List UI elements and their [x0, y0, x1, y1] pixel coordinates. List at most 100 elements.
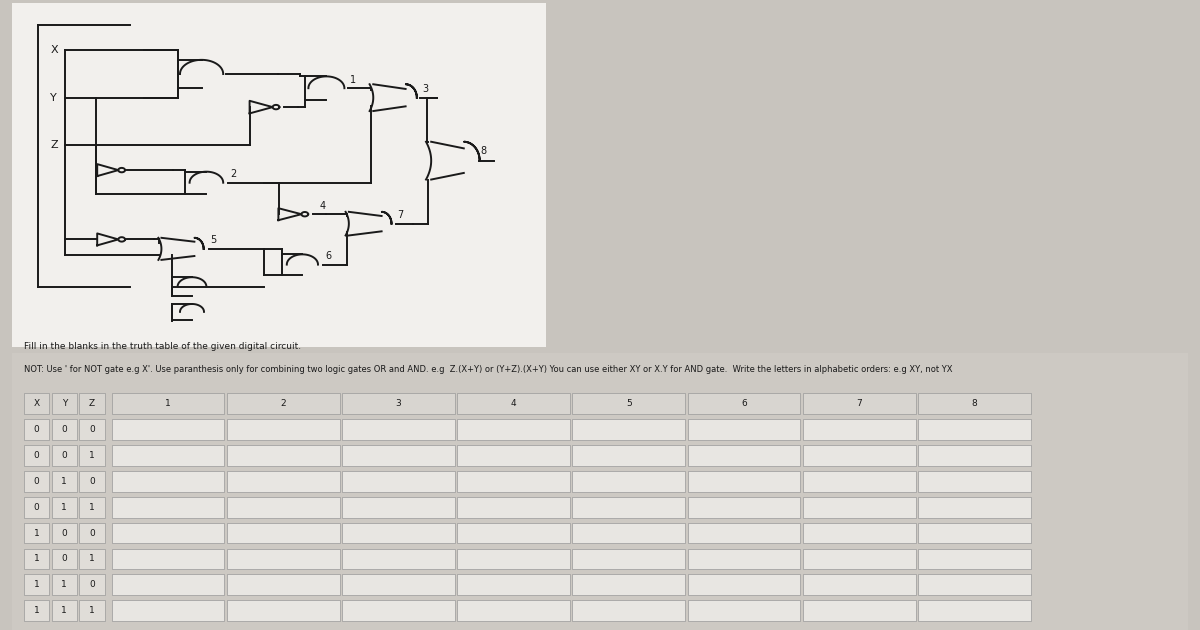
FancyBboxPatch shape	[79, 575, 104, 595]
FancyBboxPatch shape	[803, 471, 916, 491]
FancyBboxPatch shape	[918, 445, 1031, 466]
FancyBboxPatch shape	[803, 549, 916, 570]
Text: 0: 0	[34, 451, 40, 460]
Text: Y: Y	[50, 93, 58, 103]
FancyBboxPatch shape	[572, 523, 685, 544]
FancyBboxPatch shape	[79, 393, 104, 414]
Text: 1: 1	[89, 451, 95, 460]
Text: X: X	[34, 399, 40, 408]
FancyBboxPatch shape	[918, 600, 1031, 621]
FancyBboxPatch shape	[572, 549, 685, 570]
FancyBboxPatch shape	[24, 445, 49, 466]
FancyBboxPatch shape	[457, 523, 570, 544]
FancyBboxPatch shape	[227, 471, 340, 491]
Text: 4: 4	[511, 399, 516, 408]
Text: Fill in the blanks in the truth table of the given digital circuit.: Fill in the blanks in the truth table of…	[24, 343, 301, 352]
FancyBboxPatch shape	[52, 600, 77, 621]
FancyBboxPatch shape	[572, 393, 685, 414]
FancyBboxPatch shape	[52, 419, 77, 440]
Text: 6: 6	[325, 251, 331, 261]
Text: 2: 2	[281, 399, 286, 408]
FancyBboxPatch shape	[52, 549, 77, 570]
FancyBboxPatch shape	[112, 600, 224, 621]
FancyBboxPatch shape	[688, 393, 800, 414]
Text: 0: 0	[89, 425, 95, 434]
FancyBboxPatch shape	[803, 523, 916, 544]
Text: 1: 1	[61, 477, 67, 486]
Text: 0: 0	[34, 503, 40, 512]
Text: 1: 1	[61, 580, 67, 589]
FancyBboxPatch shape	[342, 600, 455, 621]
FancyBboxPatch shape	[457, 549, 570, 570]
FancyBboxPatch shape	[803, 600, 916, 621]
FancyBboxPatch shape	[79, 471, 104, 491]
FancyBboxPatch shape	[112, 471, 224, 491]
FancyBboxPatch shape	[918, 497, 1031, 517]
Text: 0: 0	[61, 529, 67, 537]
FancyBboxPatch shape	[457, 575, 570, 595]
FancyBboxPatch shape	[572, 471, 685, 491]
Text: 8: 8	[480, 146, 486, 156]
FancyBboxPatch shape	[52, 471, 77, 491]
Text: 8: 8	[972, 399, 977, 408]
FancyBboxPatch shape	[342, 471, 455, 491]
Text: 0: 0	[89, 580, 95, 589]
Text: 1: 1	[89, 503, 95, 512]
Text: 0: 0	[89, 477, 95, 486]
Text: 1: 1	[61, 503, 67, 512]
FancyBboxPatch shape	[572, 600, 685, 621]
Text: 7: 7	[857, 399, 862, 408]
FancyBboxPatch shape	[227, 600, 340, 621]
FancyBboxPatch shape	[803, 445, 916, 466]
FancyBboxPatch shape	[24, 419, 49, 440]
Text: 1: 1	[350, 76, 356, 86]
FancyBboxPatch shape	[918, 471, 1031, 491]
FancyBboxPatch shape	[24, 575, 49, 595]
Text: 5: 5	[626, 399, 631, 408]
FancyBboxPatch shape	[227, 419, 340, 440]
FancyBboxPatch shape	[24, 497, 49, 517]
Text: 1: 1	[34, 554, 40, 563]
FancyBboxPatch shape	[79, 523, 104, 544]
FancyBboxPatch shape	[342, 445, 455, 466]
FancyBboxPatch shape	[342, 523, 455, 544]
FancyBboxPatch shape	[112, 393, 224, 414]
FancyBboxPatch shape	[803, 575, 916, 595]
FancyBboxPatch shape	[918, 549, 1031, 570]
Text: 3: 3	[422, 84, 428, 94]
FancyBboxPatch shape	[803, 419, 916, 440]
FancyBboxPatch shape	[688, 445, 800, 466]
FancyBboxPatch shape	[572, 445, 685, 466]
FancyBboxPatch shape	[24, 393, 49, 414]
FancyBboxPatch shape	[918, 523, 1031, 544]
Text: 0: 0	[89, 529, 95, 537]
FancyBboxPatch shape	[688, 549, 800, 570]
FancyBboxPatch shape	[572, 419, 685, 440]
FancyBboxPatch shape	[24, 549, 49, 570]
Text: NOT: Use ' for NOT gate e.g X'. Use paranthesis only for combining two logic gat: NOT: Use ' for NOT gate e.g X'. Use para…	[24, 365, 953, 374]
FancyBboxPatch shape	[342, 575, 455, 595]
FancyBboxPatch shape	[342, 393, 455, 414]
FancyBboxPatch shape	[227, 523, 340, 544]
FancyBboxPatch shape	[227, 575, 340, 595]
FancyBboxPatch shape	[457, 471, 570, 491]
Text: Y: Y	[61, 399, 67, 408]
Text: 1: 1	[34, 580, 40, 589]
Text: 0: 0	[61, 425, 67, 434]
FancyBboxPatch shape	[227, 549, 340, 570]
FancyBboxPatch shape	[457, 600, 570, 621]
FancyBboxPatch shape	[688, 497, 800, 517]
FancyBboxPatch shape	[227, 445, 340, 466]
FancyBboxPatch shape	[803, 497, 916, 517]
FancyBboxPatch shape	[918, 393, 1031, 414]
FancyBboxPatch shape	[52, 523, 77, 544]
Text: 6: 6	[742, 399, 746, 408]
Text: Z: Z	[50, 140, 58, 150]
FancyBboxPatch shape	[112, 523, 224, 544]
FancyBboxPatch shape	[572, 497, 685, 517]
FancyBboxPatch shape	[52, 497, 77, 517]
Text: 1: 1	[89, 606, 95, 616]
FancyBboxPatch shape	[572, 575, 685, 595]
FancyBboxPatch shape	[342, 549, 455, 570]
Text: 3: 3	[396, 399, 401, 408]
